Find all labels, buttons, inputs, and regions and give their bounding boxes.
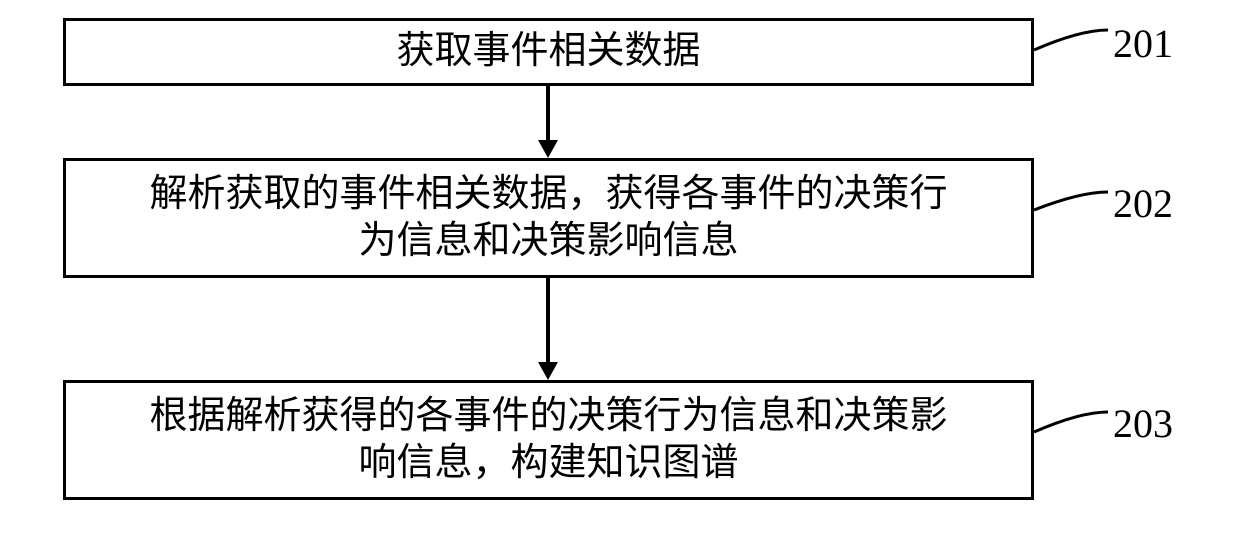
flow-node-step2-text: 解析获取的事件相关数据，获得各事件的决策行 为信息和决策影响信息	[139, 167, 957, 270]
flow-node-step3-text: 根据解析获得的各事件的决策行为信息和决策影 响信息，构建知识图谱	[139, 389, 957, 492]
step-label-201: 201	[1113, 20, 1173, 67]
flow-node-step1-text: 获取事件相关数据	[386, 24, 710, 80]
flow-node-step1: 获取事件相关数据	[63, 18, 1034, 86]
edge-1-2-arrow	[538, 140, 558, 158]
step-label-203: 203	[1113, 400, 1173, 447]
step-label-202: 202	[1113, 180, 1173, 227]
edge-1-2	[546, 86, 550, 140]
flow-node-step3: 根据解析获得的各事件的决策行为信息和决策影 响信息，构建知识图谱	[63, 380, 1034, 500]
edge-2-3-arrow	[538, 362, 558, 380]
edge-2-3	[546, 278, 550, 362]
flow-node-step2: 解析获取的事件相关数据，获得各事件的决策行 为信息和决策影响信息	[63, 158, 1034, 278]
flowchart-canvas: 获取事件相关数据 201 解析获取的事件相关数据，获得各事件的决策行 为信息和决…	[0, 0, 1239, 537]
